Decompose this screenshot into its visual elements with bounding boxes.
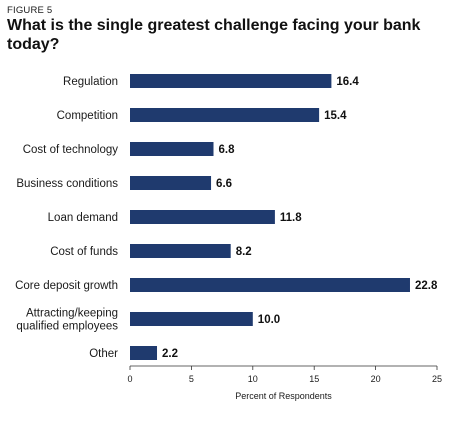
x-tick-label: 5 [189,374,194,384]
category-label: Regulation [63,76,118,88]
category-label: Business conditions [16,178,118,190]
category-label: Attracting/keeping [26,308,118,320]
x-tick-label: 20 [371,374,381,384]
bar [130,312,253,326]
bar [130,210,275,224]
x-tick-label: 15 [309,374,319,384]
x-tick-label: 25 [432,374,442,384]
data-label: 22.8 [415,280,438,292]
bar [130,108,320,122]
x-axis-label: Percent of Respondents [235,391,332,401]
figure-label: FIGURE 5 [7,5,53,16]
data-label: 15.4 [324,110,347,122]
data-label: 6.8 [219,144,236,156]
bar [130,278,410,292]
category-label: Loan demand [48,212,118,224]
category-label: Cost of technology [23,144,119,156]
chart-title: What is the single greatest challenge fa… [7,17,421,53]
category-label: Competition [57,110,118,122]
category-label: Core deposit growth [15,280,118,292]
bar [130,176,212,190]
data-label: 10.0 [258,314,280,326]
x-tick-label: 0 [127,374,132,384]
data-label: 16.4 [336,76,359,88]
bar [130,142,214,156]
category-label: Cost of funds [50,246,118,258]
bar [130,346,158,360]
data-label: 6.6 [216,178,232,190]
data-label: 2.2 [162,348,178,360]
data-label: 11.8 [280,212,302,224]
data-label: 8.2 [236,246,252,258]
x-tick-label: 10 [248,374,258,384]
bar [130,74,332,88]
category-label: Other [89,348,118,360]
bar [130,244,231,258]
category-label: qualified employees [16,321,118,333]
